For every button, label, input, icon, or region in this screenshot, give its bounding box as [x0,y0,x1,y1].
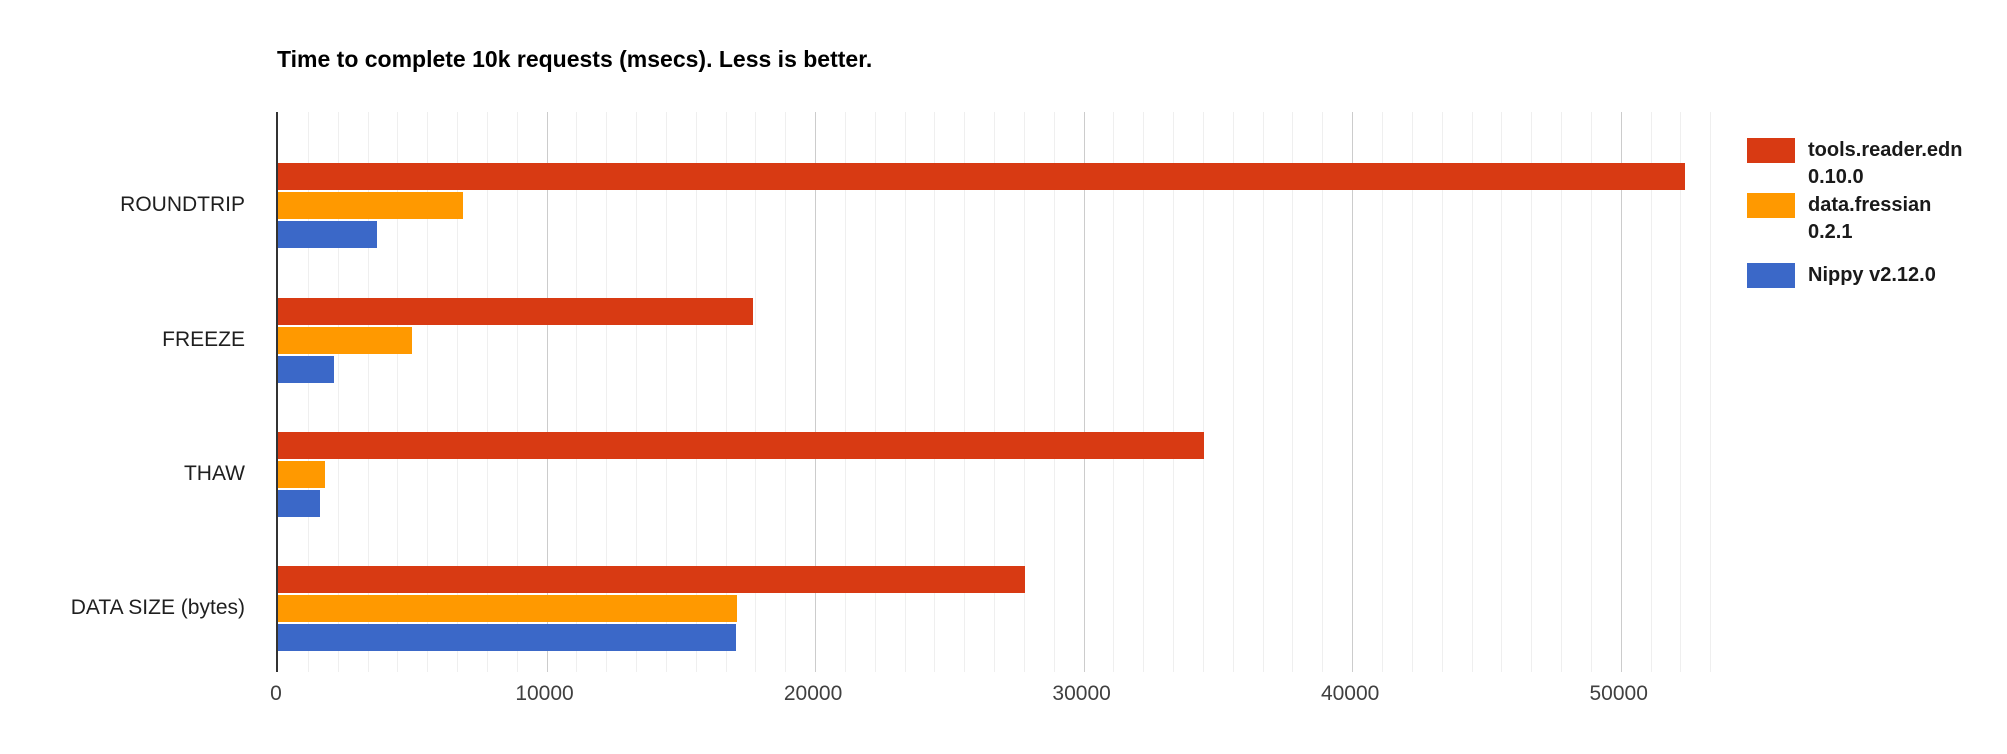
minor-gridline [606,112,608,672]
minor-gridline [1113,112,1115,672]
bar-thaw-series-2[interactable] [278,490,320,517]
x-tick-label: 0 [270,682,282,705]
bar-freeze-series-0[interactable] [278,298,754,325]
minor-gridline [486,112,488,672]
minor-gridline [1501,112,1503,672]
legend-swatch[interactable] [1747,263,1795,288]
minor-gridline [1561,112,1563,672]
minor-gridline [785,112,787,672]
legend-label[interactable]: tools.reader.edn 0.10.0 [1808,137,1963,191]
chart-title: Time to complete 10k requests (msecs). L… [277,46,873,72]
minor-gridline [1590,112,1592,672]
minor-gridline [934,112,936,672]
x-tick-label: 40000 [1320,682,1380,705]
legend-label[interactable]: Nippy v2.12.0 [1808,262,1936,289]
legend-label-line: tools.reader.edn [1808,139,1963,161]
minor-gridline [576,112,578,672]
minor-gridline [725,112,727,672]
legend-label-line: Nippy v2.12.0 [1808,264,1936,286]
legend-swatch[interactable] [1747,138,1795,163]
bar-roundtrip-series-2[interactable] [278,221,378,248]
bar-freeze-series-2[interactable] [278,356,335,383]
minor-gridline [1471,112,1473,672]
minor-gridline [964,112,966,672]
minor-gridline [1411,112,1413,672]
legend-swatch[interactable] [1747,193,1795,218]
minor-gridline [1232,112,1234,672]
bar-freeze-series-1[interactable] [278,327,413,354]
minor-gridline [427,112,429,672]
minor-gridline [1262,112,1264,672]
x-tick-label: 30000 [1052,682,1111,705]
minor-gridline [1173,112,1175,672]
major-gridline [1620,112,1622,672]
minor-gridline [457,112,459,672]
minor-gridline [874,112,876,672]
minor-gridline [665,112,667,672]
minor-gridline [367,112,369,672]
x-tick-label: 20000 [783,682,843,705]
minor-gridline [1441,112,1443,672]
bar-thaw-series-1[interactable] [278,461,325,488]
minor-gridline [636,112,638,672]
legend-label-line: 0.10.0 [1808,166,1864,188]
category-label: ROUNDTRIP [120,192,245,216]
minor-gridline [1053,112,1055,672]
minor-gridline [397,112,399,672]
minor-gridline [1650,112,1652,672]
minor-gridline [307,112,309,672]
minor-gridline [1322,112,1324,672]
bar-thaw-series-0[interactable] [278,432,1205,459]
legend-label[interactable]: data.fressian 0.2.1 [1808,192,1931,246]
minor-gridline [755,112,757,672]
minor-gridline [1680,112,1682,672]
minor-gridline [844,112,846,672]
minor-gridline [337,112,339,672]
major-gridline [546,112,548,672]
bar-data-size-bytes-series-2[interactable] [278,624,736,651]
category-label: FREEZE [162,327,245,351]
x-tick-label: 50000 [1589,682,1648,705]
legend-label-line: data.fressian [1808,194,1932,216]
category-label: THAW [183,461,245,485]
plot-area [276,112,1712,672]
x-tick-label: 10000 [515,682,574,705]
minor-gridline [1202,112,1204,672]
bar-roundtrip-series-0[interactable] [278,163,1686,190]
minor-gridline [1023,112,1025,672]
minor-gridline [1531,112,1533,672]
legend-label-line: 0.2.1 [1808,221,1853,243]
minor-gridline [994,112,996,672]
minor-gridline [1381,112,1383,672]
category-label: DATA SIZE (bytes) [70,595,245,619]
major-gridline [1083,112,1085,672]
bar-roundtrip-series-1[interactable] [278,192,464,219]
minor-gridline [516,112,518,672]
minor-gridline [904,112,906,672]
minor-gridline [695,112,697,672]
major-gridline [1352,112,1354,672]
bar-data-size-bytes-series-1[interactable] [278,595,738,622]
minor-gridline [1143,112,1145,672]
minor-gridline [1710,112,1712,672]
minor-gridline [1292,112,1294,672]
bar-data-size-bytes-series-0[interactable] [278,566,1025,593]
major-gridline [815,112,817,672]
